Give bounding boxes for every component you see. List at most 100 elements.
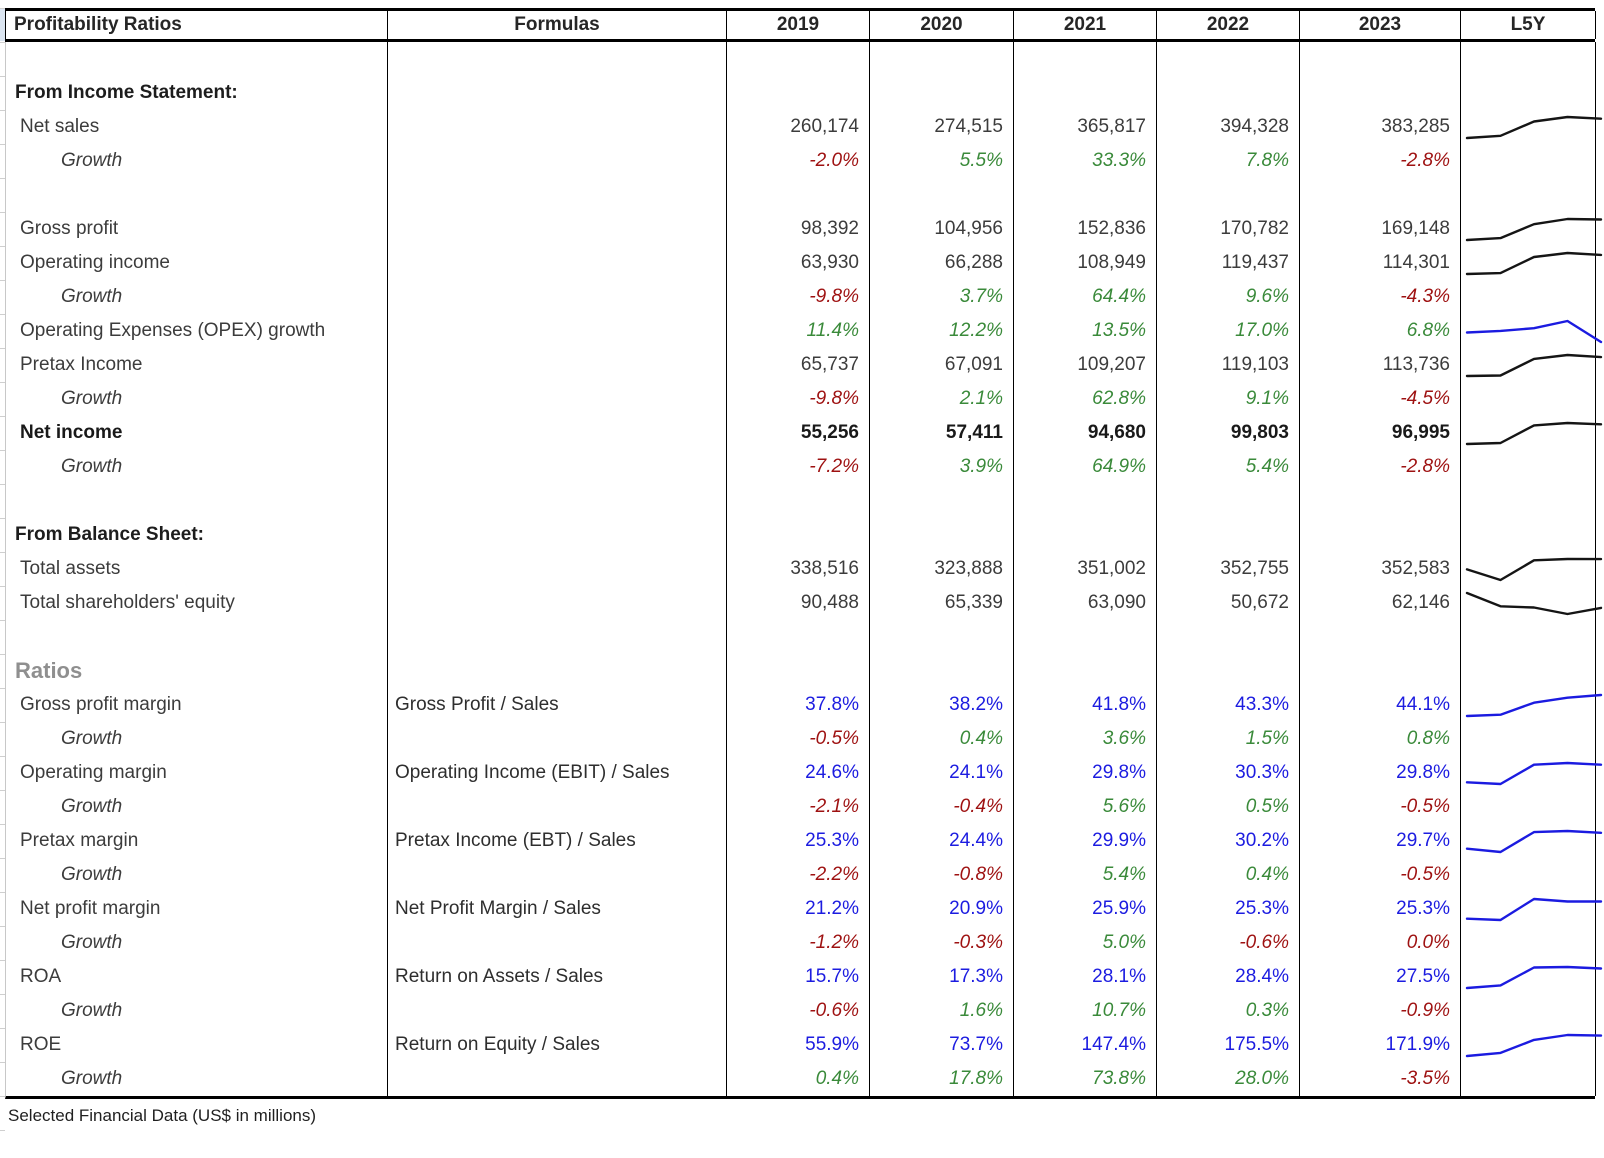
- cell-value[interactable]: 6.8%: [1300, 314, 1461, 348]
- cell-value[interactable]: 29.9%: [1014, 824, 1157, 858]
- cell-value[interactable]: 1.5%: [1157, 722, 1300, 756]
- cell-value[interactable]: -0.9%: [1300, 994, 1461, 1028]
- sparkline-cell[interactable]: [1461, 892, 1603, 926]
- row-formula[interactable]: [388, 246, 727, 280]
- cell-value[interactable]: 0.3%: [1157, 994, 1300, 1028]
- sparkline-cell[interactable]: [1461, 926, 1596, 960]
- column-header-2020[interactable]: 2020: [870, 11, 1014, 39]
- sparkline-cell[interactable]: [1461, 824, 1603, 858]
- cell-value[interactable]: -2.8%: [1300, 144, 1461, 178]
- cell-value[interactable]: [1157, 178, 1300, 212]
- column-header-formulas[interactable]: Formulas: [388, 11, 727, 39]
- cell-value[interactable]: 114,301: [1300, 246, 1461, 280]
- cell-value[interactable]: 15.7%: [727, 960, 870, 994]
- cell-value[interactable]: 3.6%: [1014, 722, 1157, 756]
- row-label[interactable]: Pretax margin: [6, 824, 388, 858]
- cell-value[interactable]: 17.8%: [870, 1062, 1014, 1096]
- cell-value[interactable]: 94,680: [1014, 416, 1157, 450]
- cell-value[interactable]: [1300, 518, 1461, 552]
- cell-value[interactable]: [870, 76, 1014, 110]
- column-header-l5y[interactable]: L5Y: [1461, 11, 1596, 39]
- cell-value[interactable]: 73.7%: [870, 1028, 1014, 1062]
- row-formula[interactable]: Return on Assets / Sales: [388, 960, 727, 994]
- row-formula[interactable]: [388, 382, 727, 416]
- sparkline-cell[interactable]: [1461, 382, 1596, 416]
- row-formula[interactable]: Gross Profit / Sales: [388, 688, 727, 722]
- cell-value[interactable]: 17.3%: [870, 960, 1014, 994]
- cell-value[interactable]: [1157, 518, 1300, 552]
- cell-value[interactable]: 119,437: [1157, 246, 1300, 280]
- cell-value[interactable]: 33.3%: [1014, 144, 1157, 178]
- cell-value[interactable]: 5.5%: [870, 144, 1014, 178]
- cell-value[interactable]: 41.8%: [1014, 688, 1157, 722]
- row-label[interactable]: Growth: [6, 144, 388, 178]
- cell-value[interactable]: 65,737: [727, 348, 870, 382]
- cell-value[interactable]: -0.5%: [727, 722, 870, 756]
- cell-value[interactable]: 43.3%: [1157, 688, 1300, 722]
- cell-value[interactable]: 352,583: [1300, 552, 1461, 586]
- cell-value[interactable]: 37.8%: [727, 688, 870, 722]
- row-label[interactable]: Total shareholders' equity: [6, 586, 388, 620]
- row-label[interactable]: Net income: [6, 416, 388, 450]
- cell-value[interactable]: 64.9%: [1014, 450, 1157, 484]
- cell-value[interactable]: -9.8%: [727, 280, 870, 314]
- cell-value[interactable]: -0.5%: [1300, 790, 1461, 824]
- cell-value[interactable]: 29.7%: [1300, 824, 1461, 858]
- cell-value[interactable]: 260,174: [727, 110, 870, 144]
- cell-value[interactable]: 55.9%: [727, 1028, 870, 1062]
- cell-value[interactable]: 3.9%: [870, 450, 1014, 484]
- sparkline-cell[interactable]: [1461, 416, 1603, 450]
- sparkline-cell[interactable]: [1461, 76, 1596, 110]
- cell-value[interactable]: 24.1%: [870, 756, 1014, 790]
- cell-value[interactable]: [1300, 484, 1461, 518]
- row-formula[interactable]: [388, 280, 727, 314]
- row-label[interactable]: Growth: [6, 994, 388, 1028]
- cell-value[interactable]: -4.3%: [1300, 280, 1461, 314]
- cell-value[interactable]: [870, 654, 1014, 688]
- cell-value[interactable]: 274,515: [870, 110, 1014, 144]
- cell-value[interactable]: -7.2%: [727, 450, 870, 484]
- row-formula[interactable]: [388, 994, 727, 1028]
- row-formula[interactable]: Net Profit Margin / Sales: [388, 892, 727, 926]
- cell-value[interactable]: 28.1%: [1014, 960, 1157, 994]
- row-label[interactable]: Net profit margin: [6, 892, 388, 926]
- cell-value[interactable]: [1157, 42, 1300, 76]
- sparkline-cell[interactable]: [1461, 960, 1603, 994]
- cell-value[interactable]: -0.3%: [870, 926, 1014, 960]
- row-label[interactable]: Gross profit margin: [6, 688, 388, 722]
- row-label[interactable]: Operating Expenses (OPEX) growth: [6, 314, 388, 348]
- cell-value[interactable]: -0.5%: [1300, 858, 1461, 892]
- row-formula[interactable]: [388, 450, 727, 484]
- cell-value[interactable]: [1300, 42, 1461, 76]
- cell-value[interactable]: 96,995: [1300, 416, 1461, 450]
- cell-value[interactable]: 383,285: [1300, 110, 1461, 144]
- cell-value[interactable]: [1300, 654, 1461, 688]
- row-label[interactable]: Operating income: [6, 246, 388, 280]
- sparkline-cell[interactable]: [1461, 1062, 1596, 1096]
- row-label[interactable]: Gross profit: [6, 212, 388, 246]
- cell-value[interactable]: [727, 518, 870, 552]
- sparkline-cell[interactable]: [1461, 144, 1596, 178]
- row-formula[interactable]: [388, 654, 727, 688]
- cell-value[interactable]: 99,803: [1157, 416, 1300, 450]
- row-formula[interactable]: [388, 552, 727, 586]
- column-header-2019[interactable]: 2019: [727, 11, 870, 39]
- row-label[interactable]: Pretax Income: [6, 348, 388, 382]
- cell-value[interactable]: 21.2%: [727, 892, 870, 926]
- row-label[interactable]: Growth: [6, 790, 388, 824]
- row-formula[interactable]: [388, 1062, 727, 1096]
- cell-value[interactable]: 30.2%: [1157, 824, 1300, 858]
- row-formula[interactable]: Pretax Income (EBT) / Sales: [388, 824, 727, 858]
- cell-value[interactable]: [1014, 484, 1157, 518]
- sparkline-cell[interactable]: [1461, 348, 1603, 382]
- cell-value[interactable]: 44.1%: [1300, 688, 1461, 722]
- cell-value[interactable]: 62.8%: [1014, 382, 1157, 416]
- sparkline-cell[interactable]: [1461, 178, 1596, 212]
- sparkline-cell[interactable]: [1461, 654, 1596, 688]
- cell-value[interactable]: 29.8%: [1300, 756, 1461, 790]
- cell-value[interactable]: [727, 76, 870, 110]
- cell-value[interactable]: -1.2%: [727, 926, 870, 960]
- cell-value[interactable]: 73.8%: [1014, 1062, 1157, 1096]
- cell-value[interactable]: 63,090: [1014, 586, 1157, 620]
- row-label[interactable]: Operating margin: [6, 756, 388, 790]
